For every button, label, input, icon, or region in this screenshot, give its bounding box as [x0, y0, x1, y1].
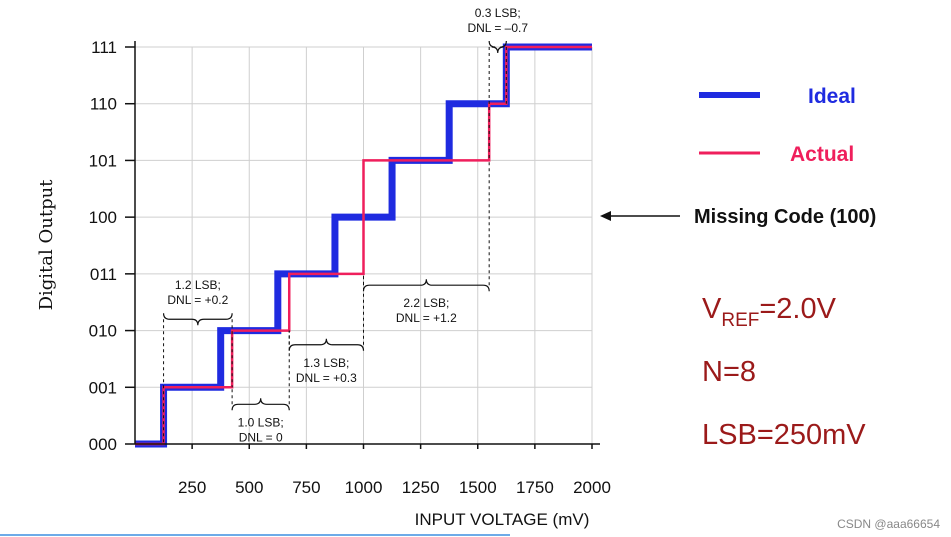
annotation-label: DNL = +0.2: [167, 293, 228, 307]
spec-vref-v: V: [702, 293, 722, 325]
annotation-label: DNL = +1.2: [396, 311, 457, 325]
y-tick-label: 011: [90, 265, 117, 284]
annotation-brace: [288, 338, 365, 351]
spec-lsb: LSB=250mV: [702, 419, 866, 451]
x-axis-label: INPUT VOLTAGE (mV): [415, 510, 590, 529]
annotation-label: 1.3 LSB;: [303, 356, 349, 370]
legend: Ideal Actual: [699, 85, 856, 166]
annotation-label: DNL = 0: [239, 430, 283, 444]
x-tick-label: 250: [178, 478, 206, 497]
missing-code-arrow-head: [600, 211, 611, 221]
annotation-label: DNL = –0.7: [467, 21, 528, 35]
x-tick-label: 1000: [345, 478, 383, 497]
y-axis-label: Digital Output: [36, 179, 57, 311]
y-tick-label: 110: [90, 95, 117, 114]
x-tick-label: 500: [235, 478, 263, 497]
x-tick-label: 1250: [402, 478, 440, 497]
x-tick-label: 2000: [573, 478, 611, 497]
y-tick-label: 001: [89, 378, 117, 397]
x-tick-label: 750: [292, 478, 320, 497]
y-tick-label: 101: [89, 151, 117, 170]
annotation-label: 2.2 LSB;: [403, 296, 449, 310]
missing-code-callout: Missing Code (100): [600, 206, 876, 228]
series-actual-line: [135, 45, 592, 446]
annotation-label: 0.3 LSB;: [475, 6, 521, 20]
y-tick-label: 100: [89, 208, 117, 227]
x-tick-label: 1500: [459, 478, 497, 497]
annotation-brace: [362, 279, 490, 292]
annotations-group: 1.2 LSB;DNL = +0.2 1.0 LSB;DNL = 0 1.3 LSB…: [162, 6, 528, 444]
y-tick-label: 010: [89, 322, 117, 341]
legend-actual-label: Actual: [790, 143, 854, 166]
spec-vref: VREF=2.0V: [702, 293, 837, 331]
watermark: CSDN @aaa66654: [837, 517, 940, 531]
series-group: [135, 43, 592, 448]
y-tick-label: 000: [89, 435, 117, 454]
x-tick-label: 1750: [516, 478, 554, 497]
legend-ideal-label: Ideal: [808, 85, 856, 108]
missing-code-label: Missing Code (100): [694, 206, 876, 228]
axes-group: 250 500 750 1000 1250 1500 1750 2000 000 001 010 01…: [89, 38, 611, 497]
spec-n: N=8: [702, 356, 756, 388]
spec-block: VREF=2.0V N=8 LSB=250mV: [702, 293, 866, 451]
y-tick-label: 111: [91, 38, 117, 57]
spec-vref-value: =2.0V: [759, 293, 836, 325]
annotation-label: 1.2 LSB;: [175, 278, 221, 292]
annotation-label: 1.0 LSB;: [238, 415, 284, 429]
spec-vref-sub: REF: [721, 310, 759, 331]
annotation-label: DNL = +0.3: [296, 371, 357, 385]
annotation-brace: [231, 398, 290, 411]
annotation-brace: [488, 40, 507, 54]
